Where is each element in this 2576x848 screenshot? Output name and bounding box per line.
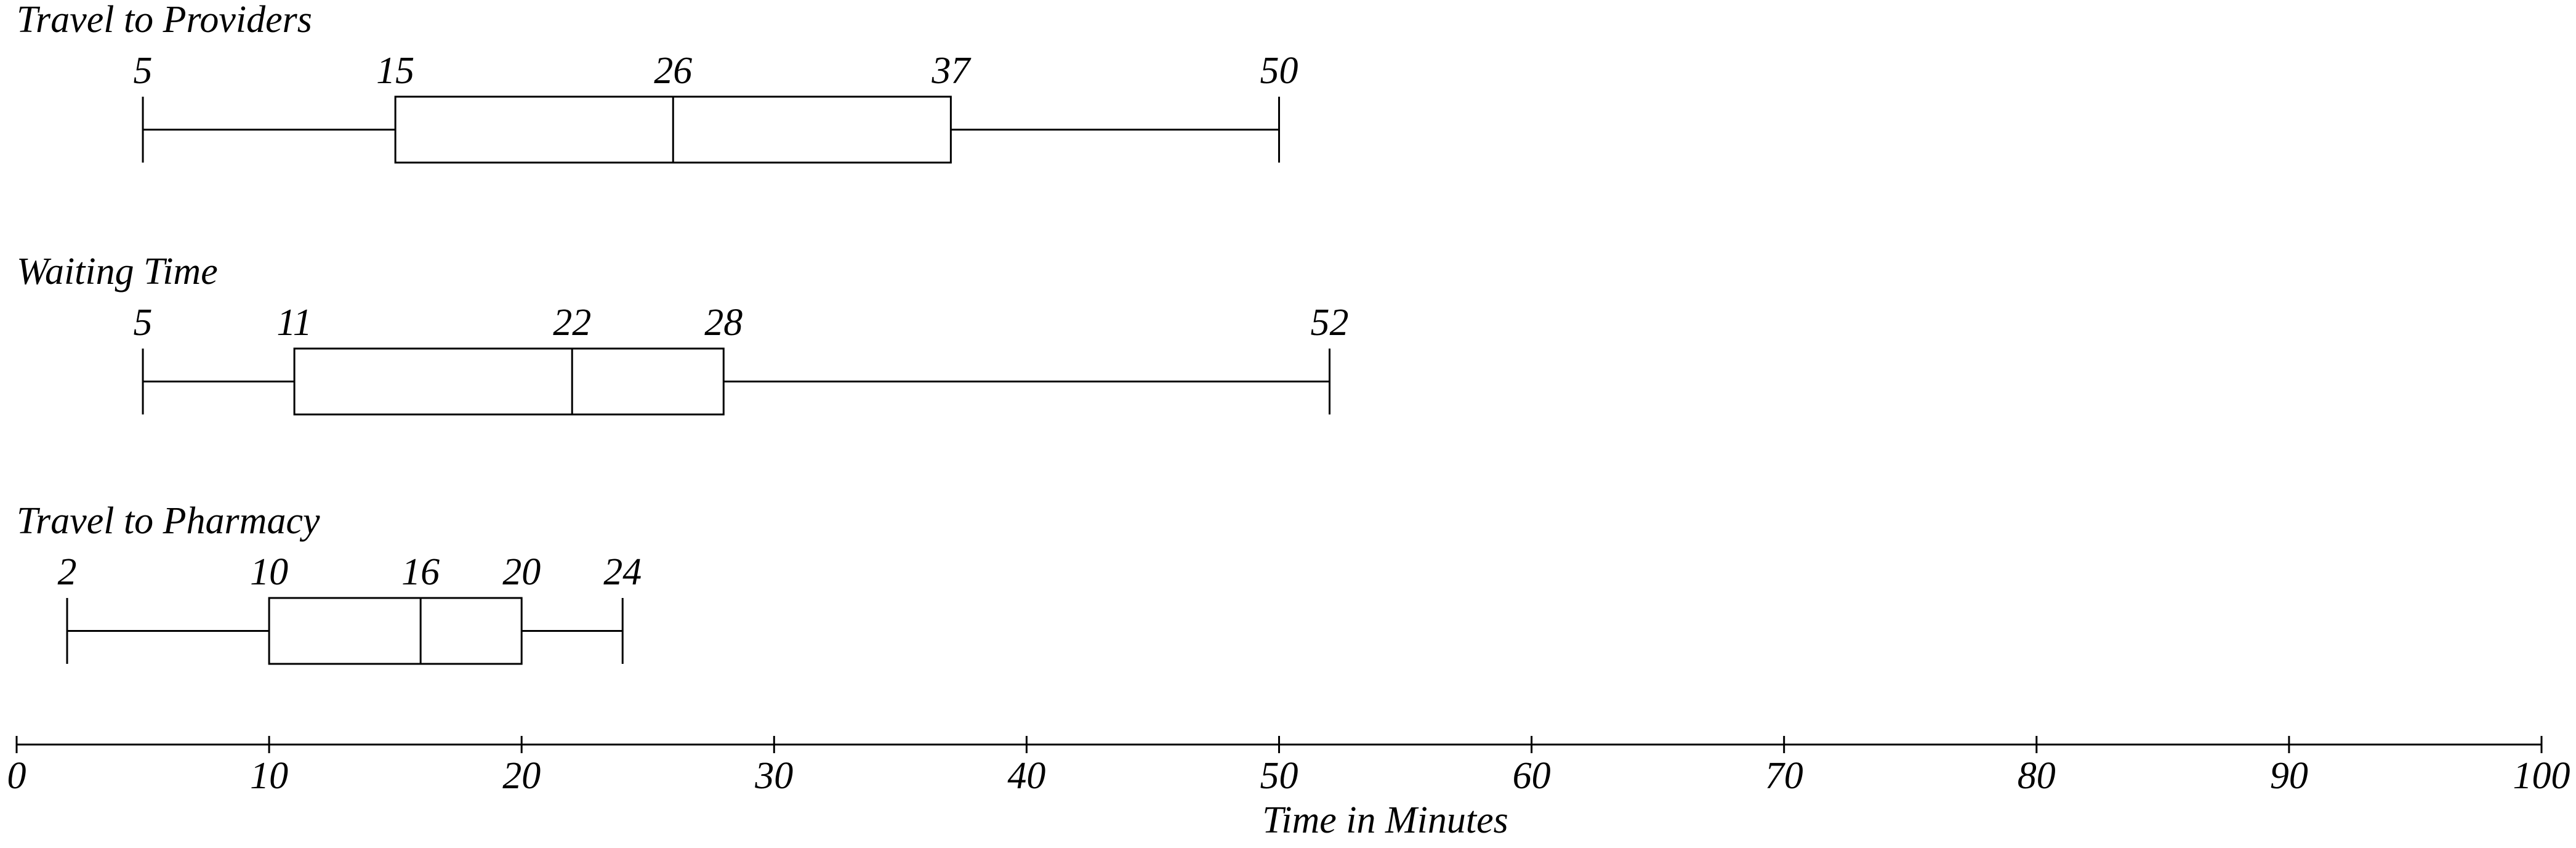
value-label: 5 — [134, 302, 153, 344]
value-label: 50 — [1260, 50, 1298, 92]
x-tick-label: 90 — [2270, 755, 2308, 797]
box-title: Travel to Providers — [17, 0, 312, 41]
x-tick-label: 70 — [1765, 755, 1803, 797]
box — [293, 347, 725, 416]
value-label: 5 — [134, 50, 153, 92]
x-tick-label: 100 — [2513, 755, 2570, 797]
box — [268, 597, 523, 665]
value-label: 26 — [654, 50, 692, 92]
value-label: 11 — [276, 302, 312, 344]
x-tick-label: 20 — [502, 755, 541, 797]
value-label: 15 — [376, 50, 414, 92]
value-label: 10 — [250, 551, 288, 593]
value-label: 52 — [1311, 302, 1349, 344]
x-axis-label: Time in Minutes — [1262, 799, 1508, 841]
box-title: Waiting Time — [17, 251, 218, 293]
value-label: 24 — [603, 551, 642, 593]
value-label: 22 — [553, 302, 591, 344]
x-tick-label: 0 — [7, 755, 26, 797]
x-tick-label: 30 — [754, 755, 793, 797]
value-label: 16 — [401, 551, 440, 593]
value-label: 28 — [704, 302, 743, 344]
x-tick-label: 80 — [2018, 755, 2056, 797]
x-tick-label: 50 — [1260, 755, 1298, 797]
x-tick-label: 10 — [250, 755, 288, 797]
box-title: Travel to Pharmacy — [17, 500, 320, 542]
value-label: 2 — [58, 551, 77, 593]
x-tick-label: 40 — [1007, 755, 1045, 797]
value-label: 37 — [931, 50, 972, 92]
value-label: 20 — [502, 551, 541, 593]
x-tick-label: 60 — [1513, 755, 1551, 797]
